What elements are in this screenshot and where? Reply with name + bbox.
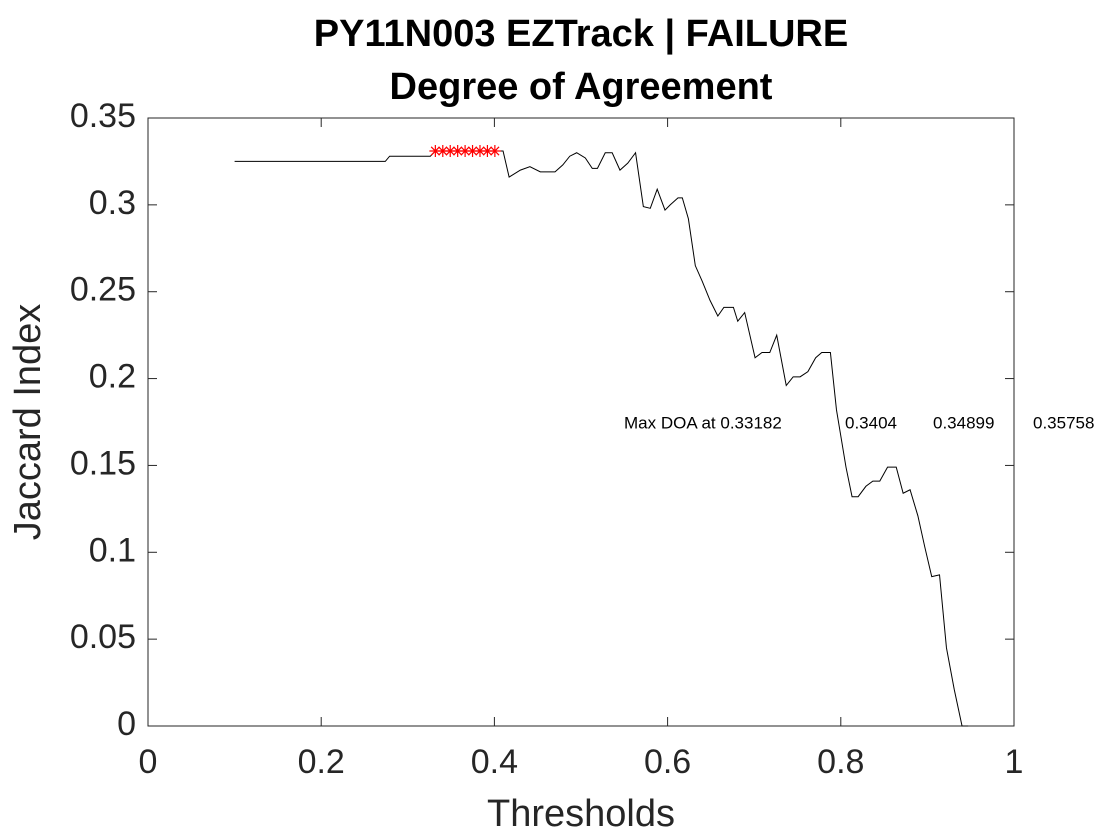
- y-axis-label: Jaccard Index: [7, 304, 49, 541]
- x-tick-label: 0.8: [817, 743, 864, 781]
- y-tick-label: 0.05: [70, 618, 136, 656]
- x-axis-label: Thresholds: [487, 793, 675, 835]
- data-line: [234, 150, 969, 727]
- marker: [429, 145, 442, 158]
- x-tick-label: 0.4: [471, 743, 518, 781]
- y-tick-label: 0.15: [70, 444, 136, 482]
- annotation: 0.35758: [1033, 413, 1094, 432]
- marker: [459, 145, 472, 158]
- marker: [451, 145, 464, 158]
- chart-subtitle: Degree of Agreement: [390, 66, 773, 108]
- marker: [473, 145, 486, 158]
- marker: [436, 145, 449, 158]
- y-tick-label: 0.2: [89, 358, 136, 396]
- y-tick-label: 0.25: [70, 271, 136, 309]
- x-tick-label: 1: [1005, 743, 1024, 781]
- chart-title: PY11N003 EZTrack | FAILURE: [314, 13, 848, 55]
- y-tick-label: 0.3: [89, 184, 136, 222]
- plot-area: [147, 117, 1015, 727]
- x-tick-label: 0: [139, 743, 158, 781]
- annotation: 0.34899: [933, 413, 994, 432]
- annotation: Max DOA at 0.33182: [624, 413, 782, 432]
- annotation: 0.3404: [845, 413, 897, 432]
- marker: [466, 145, 479, 158]
- marker: [488, 145, 501, 158]
- x-tick-label: 0.6: [644, 743, 691, 781]
- y-tick-label: 0.1: [89, 531, 136, 569]
- marker: [444, 145, 457, 158]
- y-tick-label: 0: [117, 705, 136, 743]
- x-tick-label: 0.2: [298, 743, 345, 781]
- y-tick-label: 0.35: [70, 97, 136, 135]
- marker: [481, 145, 494, 158]
